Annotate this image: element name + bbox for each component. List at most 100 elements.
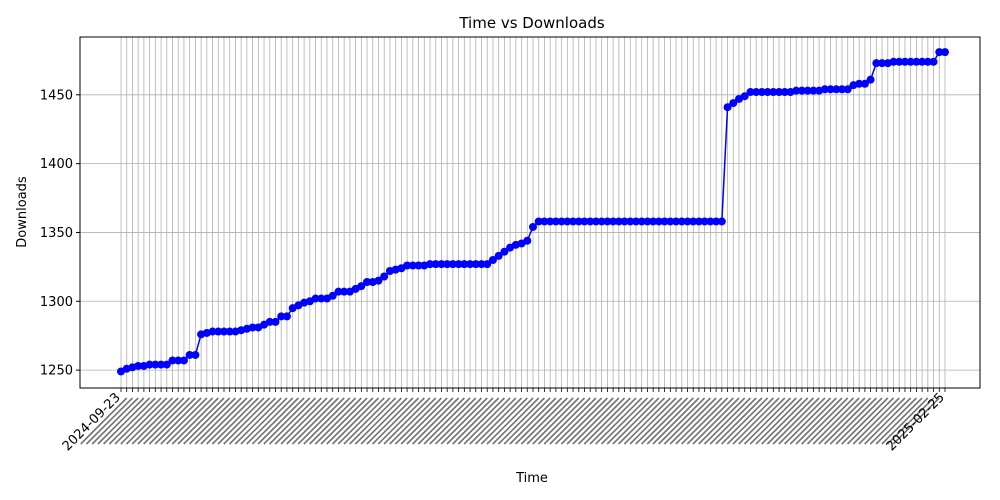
data-point <box>689 217 698 226</box>
x-tick-label-glyph <box>555 397 603 445</box>
data-point <box>523 236 532 245</box>
data-point <box>179 356 188 365</box>
data-point <box>208 327 217 336</box>
data-point <box>620 217 629 226</box>
data-point <box>357 282 366 291</box>
x-tick-label-glyph <box>629 397 677 445</box>
data-point <box>563 217 572 226</box>
x-tick-label-glyph <box>892 397 940 445</box>
x-tick-label-glyph <box>589 397 637 445</box>
data-point <box>929 57 938 66</box>
x-tick-label-glyph <box>715 397 763 445</box>
data-point <box>248 323 257 332</box>
x-tick-label-glyph <box>263 397 311 445</box>
x-tick-label-glyph <box>606 397 654 445</box>
data-point <box>677 217 686 226</box>
data-point <box>843 85 852 94</box>
data-point <box>906 57 915 66</box>
data-point <box>431 260 440 269</box>
data-point <box>746 88 755 97</box>
x-tick-label-glyph <box>881 397 929 445</box>
x-tick-label-glyph <box>383 397 431 445</box>
data-point <box>265 317 274 326</box>
data-point <box>403 261 412 270</box>
data-point <box>454 260 463 269</box>
x-tick-label-glyph <box>680 397 729 445</box>
data-point <box>185 350 194 359</box>
x-tick-label-glyph <box>434 397 483 445</box>
x-tick-label-glyph <box>446 397 494 445</box>
data-point <box>374 276 383 285</box>
data-point <box>694 217 703 226</box>
x-tick-label-glyph <box>509 397 557 445</box>
x-tick-label-glyph <box>274 397 322 445</box>
data-point <box>546 217 555 226</box>
data-point <box>752 88 761 97</box>
data-point <box>162 360 171 369</box>
x-tick-label-glyph <box>474 397 523 445</box>
x-tick-label-glyph <box>537 397 586 445</box>
x-tick-label-glyph <box>726 397 774 445</box>
x-tick-label-glyph <box>423 397 471 445</box>
x-tick-label-glyph <box>789 397 837 445</box>
data-point <box>838 85 846 94</box>
x-axis-title: Time <box>515 471 548 486</box>
data-point <box>780 88 789 97</box>
data-point <box>717 217 726 226</box>
x-tick-label-glyph <box>125 397 174 445</box>
data-point <box>328 291 337 300</box>
data-point <box>889 57 898 66</box>
x-tick-label-glyph <box>612 397 660 445</box>
data-point <box>151 360 160 369</box>
x-tick-label-glyph <box>217 397 265 445</box>
x-tick-label-glyph <box>377 397 425 445</box>
x-tick-label-glyph <box>492 397 540 445</box>
data-point <box>649 217 658 226</box>
data-point <box>918 57 927 66</box>
x-tick-label-glyph <box>251 397 299 445</box>
x-tick-label-glyph <box>165 397 214 445</box>
x-tick-label-glyph <box>194 397 242 445</box>
data-point <box>797 86 806 95</box>
data-point <box>603 217 612 226</box>
data-point <box>363 278 372 287</box>
x-tick-label-glyph <box>137 397 185 445</box>
x-tick-label-glyph <box>291 397 340 445</box>
x-tick-label-glyph <box>692 397 740 445</box>
data-point <box>941 48 949 57</box>
x-tick-label-glyph <box>400 397 448 445</box>
x-tick-label-glyph <box>549 397 597 445</box>
data-point <box>792 86 801 95</box>
x-tick-label-glyph <box>452 397 500 445</box>
data-point <box>311 294 320 303</box>
x-tick-label-glyph <box>85 397 134 445</box>
x-tick-label-glyph <box>371 397 420 445</box>
x-tick-label-glyph <box>228 397 277 445</box>
x-tick-label-glyph <box>806 397 855 445</box>
x-tick-label-glyph <box>835 397 883 445</box>
x-tick-label-glyph <box>560 397 608 445</box>
x-tick-label-glyph <box>532 397 580 445</box>
y-tick-label: 1350 <box>40 226 73 241</box>
data-point <box>586 217 595 226</box>
x-tick-label-glyph <box>640 397 689 445</box>
y-tick-label: 1400 <box>40 157 73 172</box>
x-tick-label-glyph <box>183 397 231 445</box>
x-tick-label-glyph <box>171 397 219 445</box>
x-tick-label-glyph <box>635 397 683 445</box>
x-tick-label-glyph <box>97 397 145 445</box>
x-tick-label-glyph <box>131 397 179 445</box>
data-point <box>551 217 560 226</box>
data-point <box>614 217 623 226</box>
data-point <box>448 260 457 269</box>
data-point <box>557 217 566 226</box>
x-tick-label-glyph <box>406 397 454 445</box>
x-tick-label-glyph <box>154 397 202 445</box>
data-point <box>145 360 154 369</box>
x-tick-label-glyph <box>343 397 391 445</box>
data-point <box>340 287 349 296</box>
data-point <box>809 86 818 95</box>
x-tick-label-glyph <box>583 397 631 445</box>
x-tick-label-glyph <box>206 397 254 445</box>
